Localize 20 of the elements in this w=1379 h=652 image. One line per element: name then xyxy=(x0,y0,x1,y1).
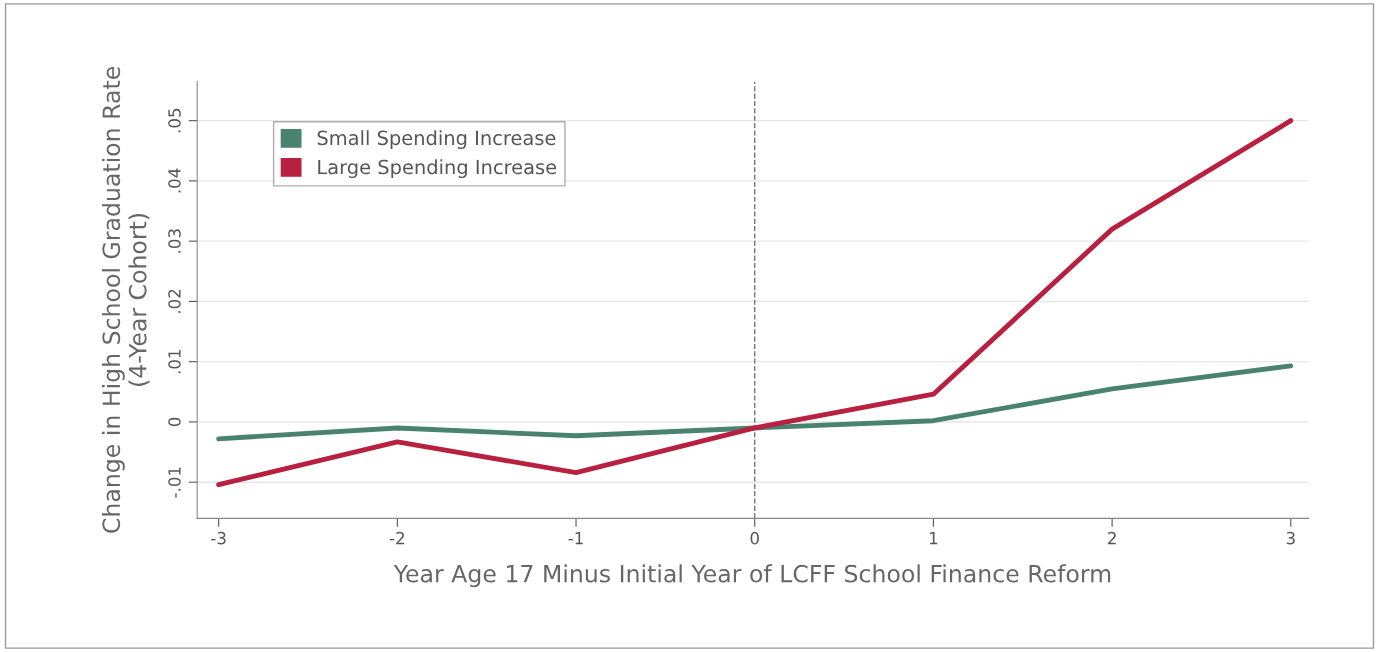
y-tick-label: .04 xyxy=(168,168,181,193)
x-tick-label: -3 xyxy=(211,531,226,545)
x-tick-label: 0 xyxy=(750,531,759,545)
y-tick-label: .03 xyxy=(168,229,181,253)
y-tick-label: .05 xyxy=(168,108,181,133)
x-tick-label: -1 xyxy=(568,532,583,545)
line-series xyxy=(216,118,1294,488)
x-tick-label: -2 xyxy=(389,531,404,545)
legend-label: Large Spending Increase xyxy=(318,159,557,179)
y-tick-label: 0 xyxy=(168,417,181,427)
line-series xyxy=(216,363,1294,442)
x-tick-label: 1 xyxy=(929,532,938,545)
legend-label: Small Spending Increase xyxy=(317,130,556,149)
y-tick-label: .01 xyxy=(168,349,181,374)
x-tick-label: 3 xyxy=(1286,531,1295,545)
y-axis-title: Change in High School Graduation Rate (4-Year Cohort) xyxy=(101,67,150,533)
x-axis-title: Year Age 17 Minus Initial Year of LCFF School Finance Reform xyxy=(393,564,1111,588)
x-tick-label: 2 xyxy=(1108,531,1116,545)
y-tick-label: .02 xyxy=(168,289,181,313)
y-tick-label: -.01 xyxy=(168,467,181,498)
